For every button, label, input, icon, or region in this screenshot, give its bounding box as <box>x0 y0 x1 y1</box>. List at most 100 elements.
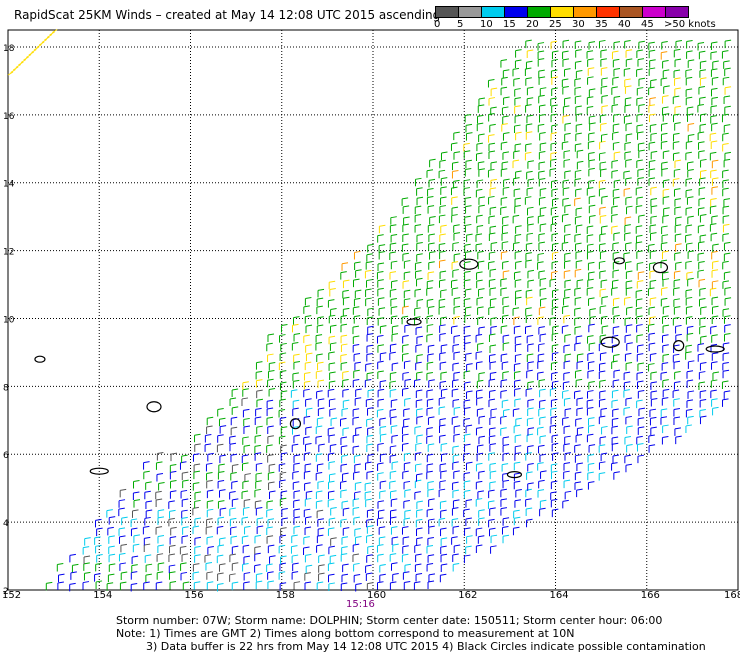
wind-barb-1209 <box>478 288 485 297</box>
wind-barb-1238 <box>426 280 434 289</box>
wind-barb-649 <box>601 425 608 435</box>
wind-barb-1065 <box>426 324 434 333</box>
wind-barb-543 <box>243 444 251 454</box>
wind-barb-773 <box>650 398 658 407</box>
wind-barb-1527 <box>723 198 730 207</box>
wind-barb-236 <box>121 516 128 526</box>
wind-barb-926 <box>576 360 584 370</box>
wind-barb-270 <box>106 509 113 518</box>
wind-barb-335 <box>465 499 473 508</box>
wind-barb-1524 <box>686 196 694 205</box>
wind-barb-501 <box>181 454 188 464</box>
wind-barb-240 <box>168 517 175 527</box>
wind-barb-920 <box>501 361 509 370</box>
wind-barb-1705 <box>525 123 533 132</box>
legend-label-2: 10 <box>480 19 493 30</box>
wind-barb-909 <box>365 362 372 372</box>
wind-barb-55 <box>341 573 349 583</box>
wind-barb-1225 <box>673 287 680 296</box>
wind-barb-1798 <box>636 87 644 96</box>
wind-barb-1006 <box>626 342 633 351</box>
wind-barb-861 <box>255 370 263 380</box>
wind-barb-268 <box>513 516 521 526</box>
wind-barb-454 <box>563 470 570 480</box>
wind-barb-174 <box>206 536 214 545</box>
wind-barb-482 <box>426 463 434 472</box>
wind-barb-1270 <box>427 271 435 280</box>
wind-barb-1343 <box>551 251 559 261</box>
wind-barb-1681 <box>502 132 510 141</box>
wind-barb-847 <box>562 381 570 390</box>
wind-barb-1144 <box>525 307 532 316</box>
wind-barb-634 <box>414 426 421 435</box>
wind-barb-608 <box>575 434 583 443</box>
wind-barb-1143 <box>512 307 520 316</box>
wind-barb-258 <box>389 516 397 526</box>
wind-barb-728 <box>586 406 594 416</box>
wind-barb-1282 <box>574 268 582 278</box>
wind-barb-914 <box>426 361 434 371</box>
wind-barb-1478 <box>451 206 459 216</box>
wind-barb-755 <box>426 398 434 408</box>
wind-barb-153 <box>367 545 374 555</box>
wind-barb-1032 <box>475 334 483 343</box>
wind-barb-1811 <box>551 76 558 85</box>
wind-barb-565 <box>514 445 522 454</box>
wind-barb-1401 <box>538 233 545 242</box>
wind-barb-385 <box>170 479 177 489</box>
wind-barb-1764 <box>724 105 731 115</box>
wind-barb-1122 <box>685 316 693 325</box>
wind-barb-950 <box>402 352 409 362</box>
wind-barb-663 <box>279 416 287 426</box>
wind-barb-640 <box>489 427 496 436</box>
wind-barb-191 <box>416 537 423 546</box>
wind-barb-290 <box>352 506 360 516</box>
wind-barb-1711 <box>600 122 607 132</box>
wind-barb-1551 <box>698 187 706 196</box>
wind-barb-190 <box>402 536 410 545</box>
wind-barb-679 <box>478 415 486 425</box>
wind-barb-900 <box>255 361 263 370</box>
wind-barb-1593 <box>588 167 595 177</box>
wind-barb-377 <box>525 488 532 498</box>
wind-barb-964 <box>576 353 584 362</box>
wind-barb-1033 <box>488 333 496 343</box>
wind-barb-737 <box>699 409 706 418</box>
wind-barb-473 <box>316 463 324 472</box>
wind-barb-218 <box>327 527 335 536</box>
wind-barb-1130 <box>352 306 360 315</box>
wind-barb-843 <box>514 379 521 389</box>
wind-barb-1584 <box>478 168 485 177</box>
wind-barb-203 <box>142 525 150 535</box>
wind-barb-934 <box>673 360 681 370</box>
wind-barb-908 <box>354 361 361 371</box>
wind-barb-292 <box>377 509 385 519</box>
wind-barb-1256 <box>649 279 657 289</box>
wind-barb-1502 <box>416 196 424 206</box>
wind-barb-383 <box>145 481 152 490</box>
wind-barb-1608 <box>465 159 472 169</box>
wind-barb-659 <box>230 416 238 426</box>
wind-barb-1663 <box>561 141 569 150</box>
wind-barb-762 <box>514 398 521 407</box>
wind-barb-852 <box>623 381 631 390</box>
wind-barb-515 <box>353 454 361 464</box>
wind-barb-1193 <box>698 297 706 307</box>
wind-barb-1163 <box>327 299 335 308</box>
wind-barb-1187 <box>624 296 631 306</box>
wind-barb-724 <box>538 407 545 417</box>
wind-barb-782 <box>256 389 263 399</box>
wind-barb-1581 <box>438 169 446 179</box>
wind-barb-723 <box>527 407 534 416</box>
wind-barb-1687 <box>575 132 582 142</box>
wind-barb-1440 <box>661 225 668 235</box>
wind-barb-25 <box>355 582 362 592</box>
wind-barb-1376 <box>587 243 594 253</box>
wind-barb-791 <box>367 389 375 398</box>
wind-barb-1428 <box>515 225 522 234</box>
wind-barb-337 <box>487 500 495 509</box>
wind-barb-281 <box>242 506 250 516</box>
wind-barb-1151 <box>612 306 620 315</box>
wind-barb-1114 <box>589 316 596 325</box>
wind-barb-748 <box>342 399 350 409</box>
